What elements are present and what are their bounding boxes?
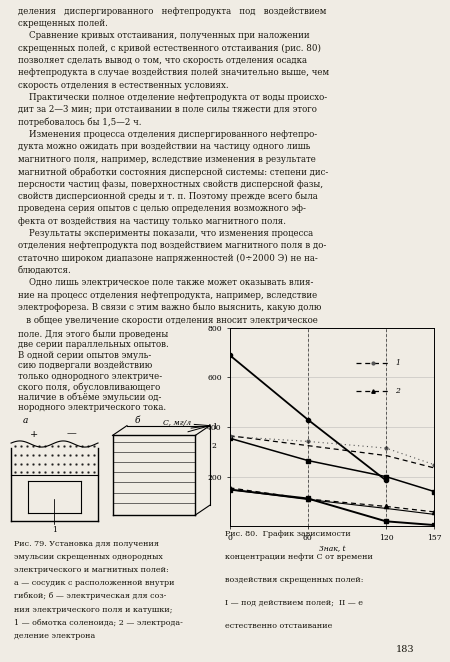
Text: I — под действием полей;  II — е: I — под действием полей; II — е bbox=[225, 599, 363, 607]
Text: наличие в объёме эмульсии од-: наличие в объёме эмульсии од- bbox=[18, 393, 162, 402]
Text: фекта от воздействия на частицу только магнитного поля.: фекта от воздействия на частицу только м… bbox=[18, 216, 286, 226]
Text: В одной серии опытов эмуль-: В одной серии опытов эмуль- bbox=[18, 351, 151, 359]
Text: магнитного поля, например, вследствие изменения в результате: магнитного поля, например, вследствие из… bbox=[18, 155, 316, 164]
Text: эмульсии скрещенных однородных: эмульсии скрещенных однородных bbox=[14, 553, 162, 561]
Text: воздействия скрещенных полей:: воздействия скрещенных полей: bbox=[225, 576, 364, 584]
Text: 1: 1 bbox=[396, 359, 400, 367]
Text: 1: 1 bbox=[52, 526, 57, 534]
Text: блюдаются.: блюдаются. bbox=[18, 266, 72, 275]
Text: статочно широком диапазоне напряженностей (0÷2000 Э) не на-: статочно широком диапазоне напряженносте… bbox=[18, 254, 318, 263]
Text: Изменения процесса отделения диспергированного нефтепро-: Изменения процесса отделения диспергиров… bbox=[18, 130, 317, 139]
Text: свойств дисперсионной среды и т. п. Поэтому прежде всего была: свойств дисперсионной среды и т. п. Поэт… bbox=[18, 192, 318, 201]
Text: отделения нефтепродукта под воздействием магнитного поля в до-: отделения нефтепродукта под воздействием… bbox=[18, 241, 326, 250]
Text: поле. Для этого были проведены: поле. Для этого были проведены bbox=[18, 330, 168, 339]
Text: магнитной обработки состояния дисперсной системы: степени дис-: магнитной обработки состояния дисперсной… bbox=[18, 167, 328, 177]
Text: —: — bbox=[66, 430, 76, 439]
Text: электрического и магнитных полей:: электрического и магнитных полей: bbox=[14, 566, 168, 574]
Text: деления   диспергированного   нефтепродукта   под   воздействием: деления диспергированного нефтепродукта … bbox=[18, 7, 326, 16]
Text: 1: 1 bbox=[212, 423, 217, 432]
Text: скрещенных полей.: скрещенных полей. bbox=[18, 19, 108, 28]
Text: 183: 183 bbox=[396, 645, 414, 654]
Text: ния электрического поля и катушки;: ния электрического поля и катушки; bbox=[14, 606, 172, 614]
Text: а — сосудик с расположенной внутри: а — сосудик с расположенной внутри bbox=[14, 579, 174, 587]
Text: Сравнение кривых отстаивания, полученных при наложении: Сравнение кривых отстаивания, полученных… bbox=[18, 31, 310, 40]
Text: скрещенных полей, с кривой естественного отстаивания (рис. 80): скрещенных полей, с кривой естественного… bbox=[18, 44, 321, 53]
Text: 2: 2 bbox=[212, 442, 217, 449]
Text: Результаты эксперименты показали, что изменения процесса: Результаты эксперименты показали, что из… bbox=[18, 229, 313, 238]
Text: позволяет сделать вывод о том, что скорость отделения осадка: позволяет сделать вывод о том, что скоро… bbox=[18, 56, 307, 65]
Text: только однородного электриче-: только однородного электриче- bbox=[18, 371, 162, 381]
Text: 1 — обмотка соленоида; 2 — электрода-: 1 — обмотка соленоида; 2 — электрода- bbox=[14, 619, 182, 627]
Text: в общее увеличение скорости отделения вносит электрическое: в общее увеличение скорости отделения вн… bbox=[18, 315, 318, 325]
Text: ского поля, обусловливающего: ского поля, обусловливающего bbox=[18, 382, 160, 392]
Text: естественно отстаивание: естественно отстаивание bbox=[225, 622, 333, 630]
Text: электрофореза. В связи с этим важно было выяснить, какую долю: электрофореза. В связи с этим важно было… bbox=[18, 303, 321, 312]
Text: персности частиц фазы, поверхностных свойств дисперсной фазы,: персности частиц фазы, поверхностных сво… bbox=[18, 179, 323, 189]
Text: а: а bbox=[23, 416, 28, 425]
Text: концентрации нефти C от времени: концентрации нефти C от времени bbox=[225, 553, 373, 561]
Text: скорость отделения в естественных условиях.: скорость отделения в естественных услови… bbox=[18, 81, 229, 90]
Text: б: б bbox=[135, 416, 140, 425]
Text: нородного электрического тока.: нородного электрического тока. bbox=[18, 403, 166, 412]
Text: проведена серия опытов с целью определения возможного эф-: проведена серия опытов с целью определен… bbox=[18, 204, 306, 213]
Text: потребовалось бы 1,5—2 ч.: потребовалось бы 1,5—2 ч. bbox=[18, 118, 141, 127]
Text: ние на процесс отделения нефтепродукта, например, вследствие: ние на процесс отделения нефтепродукта, … bbox=[18, 291, 317, 300]
Text: Одно лишь электрическое поле также может оказывать влия-: Одно лишь электрическое поле также может… bbox=[18, 278, 313, 287]
Y-axis label: C, мг/л: C, мг/л bbox=[162, 419, 191, 427]
X-axis label: Знак, t: Знак, t bbox=[319, 545, 345, 553]
Text: Рис. 80.  График зависимости: Рис. 80. График зависимости bbox=[225, 530, 351, 538]
Text: деление электрона: деление электрона bbox=[14, 632, 95, 640]
Text: нефтепродукта в случае воздействия полей значительно выше, чем: нефтепродукта в случае воздействия полей… bbox=[18, 68, 329, 77]
Text: Рис. 79. Установка для получения: Рис. 79. Установка для получения bbox=[14, 540, 158, 547]
Text: гибкой; б — электрическая для соз-: гибкой; б — электрическая для соз- bbox=[14, 592, 166, 600]
Text: +: + bbox=[30, 430, 38, 439]
Text: Практически полное отделение нефтепродукта от воды происхо-: Практически полное отделение нефтепродук… bbox=[18, 93, 327, 102]
Text: дит за 2—3 мин; при отстаивании в поле силы тяжести для этого: дит за 2—3 мин; при отстаивании в поле с… bbox=[18, 105, 317, 115]
Text: сию подвергали воздействию: сию подвергали воздействию bbox=[18, 361, 152, 370]
Text: 2: 2 bbox=[396, 387, 400, 395]
Text: две серии параллельных опытов.: две серии параллельных опытов. bbox=[18, 340, 169, 349]
Text: дукта можно ожидать при воздействии на частицу одного лишь: дукта можно ожидать при воздействии на ч… bbox=[18, 142, 310, 152]
